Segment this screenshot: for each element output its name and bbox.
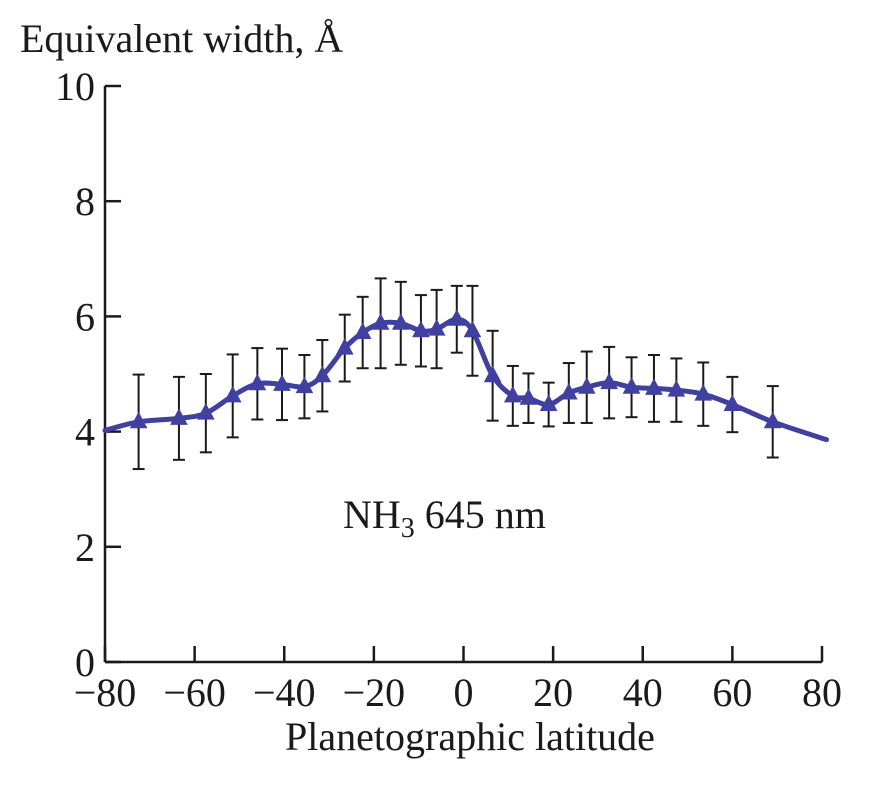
- y-tick-label: 6: [75, 294, 95, 339]
- data-point: [503, 385, 522, 403]
- axes: 0 2 4 6 8 10 −80 −60 −40 −20 0 20 40 60 80: [55, 64, 842, 715]
- data-point: [600, 372, 618, 390]
- data-point: [519, 388, 538, 405]
- y-tick-label: 0: [75, 640, 95, 685]
- data-point: [412, 320, 430, 338]
- series-curve-layer: [102, 316, 829, 443]
- data-point: [313, 365, 332, 383]
- annotation-space: [415, 492, 425, 537]
- x-tick-label: 60: [712, 670, 752, 715]
- x-tick-label: −20: [343, 670, 406, 715]
- data-point: [335, 338, 354, 355]
- x-tick-label: −40: [253, 670, 316, 715]
- y-tick-label: 4: [75, 410, 95, 455]
- data-point: [539, 394, 558, 412]
- data-point: [622, 377, 641, 394]
- data-point: [694, 384, 713, 401]
- data-point: [196, 403, 215, 420]
- data-markers: [129, 309, 782, 429]
- chart-annotation: NH3 645 nm: [343, 492, 546, 544]
- series-line: [102, 316, 829, 443]
- x-tick-label: 0: [454, 670, 474, 715]
- x-tick-label: −60: [163, 670, 226, 715]
- annotation-wavelength: 645 nm: [425, 492, 546, 537]
- annotation-subscript: 3: [401, 513, 415, 544]
- x-tick-label: 40: [623, 670, 663, 715]
- y-tick-label: 8: [75, 179, 95, 224]
- data-point: [391, 313, 410, 330]
- y-tick-label: 10: [55, 64, 95, 109]
- y-axis-label: Equivalent width, Å: [20, 16, 343, 61]
- data-point: [248, 373, 267, 391]
- data-point: [723, 394, 742, 412]
- x-tick-label: 20: [533, 670, 573, 715]
- data-point: [577, 377, 596, 394]
- annotation-molecule: NH: [343, 492, 401, 537]
- data-point: [371, 313, 390, 330]
- x-tick-label: −80: [74, 670, 137, 715]
- data-point: [129, 411, 148, 429]
- data-point: [273, 374, 291, 391]
- error-bars: [132, 277, 779, 471]
- data-point: [170, 408, 188, 425]
- data-point: [667, 380, 686, 397]
- data-point: [353, 322, 372, 340]
- data-point: [645, 378, 663, 395]
- data-point: [223, 385, 242, 403]
- data-point: [463, 320, 482, 338]
- y-tick-label: 2: [75, 525, 95, 570]
- data-point: [447, 309, 466, 326]
- data-point: [559, 382, 578, 400]
- data-point: [763, 411, 782, 429]
- x-axis-label: Planetographic latitude: [285, 714, 655, 759]
- data-point: [483, 365, 502, 383]
- x-tick-label: 80: [802, 670, 842, 715]
- data-point: [427, 319, 446, 336]
- data-point: [295, 376, 314, 394]
